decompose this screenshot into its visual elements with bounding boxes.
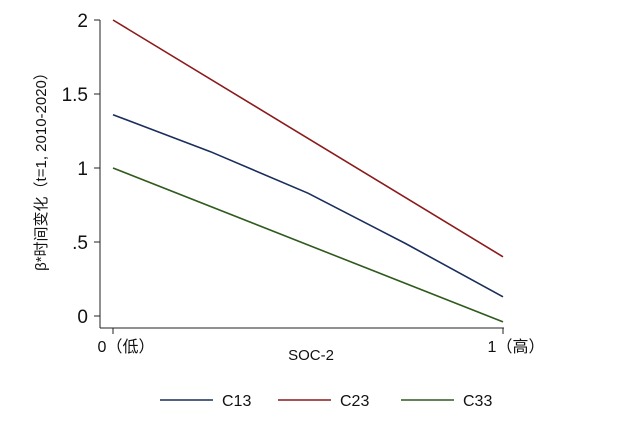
series-lines	[112, 19, 504, 323]
axes	[99, 20, 504, 329]
y-axis-title: β*时间变化（t=1, 2010-2020）	[33, 65, 50, 271]
legend-label: C23	[340, 393, 369, 410]
y-tick-label: 1.5	[62, 85, 88, 106]
legend-item-c33: C33	[401, 393, 492, 410]
series-line-c23	[112, 19, 504, 258]
x-tick-label: 1（高）	[488, 338, 545, 356]
x-ticks: 0（低） 1（高）	[98, 328, 545, 356]
y-tick-label: 0	[77, 307, 88, 328]
y-tick-label: 1	[77, 159, 88, 180]
legend-item-c23: C23	[278, 393, 369, 410]
y-tick-label: .5	[72, 233, 88, 254]
x-axis-title: SOC-2	[288, 347, 334, 364]
legend-item-c13: C13	[160, 393, 251, 410]
legend-label: C13	[222, 393, 251, 410]
x-tick-label: 0（低）	[98, 338, 155, 356]
series-line-c13	[112, 113, 504, 298]
legend-label: C33	[463, 393, 492, 410]
legend: C13 C23 C33	[160, 393, 492, 410]
series-line-c33	[112, 167, 504, 323]
y-ticks: 0 .5 1 1.5 2	[62, 11, 100, 328]
y-tick-label: 2	[77, 11, 88, 32]
